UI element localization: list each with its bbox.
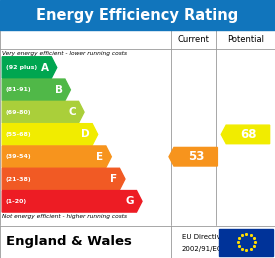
Text: 68: 68 xyxy=(240,128,256,141)
Text: C: C xyxy=(69,107,76,117)
Text: Not energy efficient - higher running costs: Not energy efficient - higher running co… xyxy=(2,214,127,219)
Text: England & Wales: England & Wales xyxy=(6,235,131,248)
Text: Energy Efficiency Rating: Energy Efficiency Rating xyxy=(36,8,239,23)
Text: (21-38): (21-38) xyxy=(6,176,31,182)
Polygon shape xyxy=(169,147,217,166)
Text: F: F xyxy=(110,174,117,184)
Text: 2002/91/EC: 2002/91/EC xyxy=(182,246,222,252)
Text: (39-54): (39-54) xyxy=(6,154,31,159)
Polygon shape xyxy=(2,79,70,101)
Polygon shape xyxy=(2,57,57,78)
Text: (1-20): (1-20) xyxy=(6,199,27,204)
Polygon shape xyxy=(2,168,125,190)
Polygon shape xyxy=(2,146,111,167)
Text: E: E xyxy=(97,152,104,162)
Text: Very energy efficient - lower running costs: Very energy efficient - lower running co… xyxy=(2,51,127,56)
Bar xyxy=(0,226,275,258)
Text: (55-68): (55-68) xyxy=(6,132,31,137)
Text: G: G xyxy=(126,196,134,206)
Text: A: A xyxy=(41,62,49,72)
Text: 53: 53 xyxy=(188,150,204,163)
Text: (92 plus): (92 plus) xyxy=(6,65,37,70)
Text: Current: Current xyxy=(177,35,209,44)
Text: EU Directive: EU Directive xyxy=(182,234,224,240)
Polygon shape xyxy=(2,101,84,123)
Polygon shape xyxy=(2,124,98,145)
Polygon shape xyxy=(221,125,270,144)
Bar xyxy=(0,0,275,30)
Polygon shape xyxy=(2,191,142,212)
Text: (69-80): (69-80) xyxy=(6,110,31,115)
Text: Potential: Potential xyxy=(227,35,264,44)
Text: (81-91): (81-91) xyxy=(6,87,31,92)
Text: D: D xyxy=(81,130,90,139)
Bar xyxy=(219,229,273,255)
Text: B: B xyxy=(55,85,63,95)
